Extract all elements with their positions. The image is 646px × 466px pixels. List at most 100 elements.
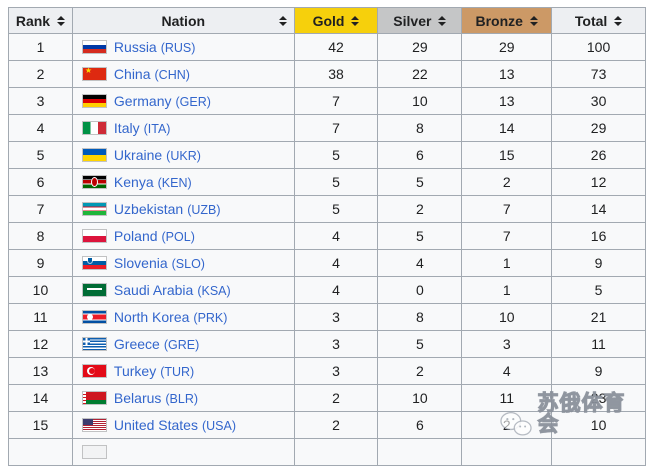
nation-link[interactable]: Turkey(TUR) [114,363,194,379]
gold-cell: 5 [294,169,378,196]
rank-cell: 8 [9,223,73,250]
gold-cell: 4 [294,277,378,304]
table-row: 9 Slovenia(SLO) 4 4 1 9 [9,250,646,277]
nation-header-label: Nation [162,13,206,29]
sort-icon [530,16,538,26]
sort-icon [351,16,359,26]
nation-cell: China(CHN) [72,61,294,88]
bronze-cell: 11 [462,385,552,412]
rank-cell: 5 [9,142,73,169]
nation-cell: Germany(GER) [72,88,294,115]
table-row: 10 Saudi Arabia(KSA) 4 0 1 5 [9,277,646,304]
table-row: 11 North Korea(PRK) 3 8 10 21 [9,304,646,331]
nation-link[interactable]: North Korea(PRK) [114,309,228,325]
medal-table-container: Rank Nation Gold Silver Bronze Total [8,7,646,466]
gold-cell [294,439,378,466]
nation-cell: Poland(POL) [72,223,294,250]
column-header-gold[interactable]: Gold [294,8,378,34]
total-cell: 9 [552,250,646,277]
silver-cell: 5 [378,169,462,196]
rank-cell: 12 [9,331,73,358]
silver-cell [378,439,462,466]
nation-cell: Slovenia(SLO) [72,250,294,277]
rank-cell: 15 [9,412,73,439]
nation-cell: Turkey(TUR) [72,358,294,385]
total-header-label: Total [575,13,607,29]
medal-table: Rank Nation Gold Silver Bronze Total [8,7,646,466]
flag-chn-icon [83,68,106,80]
column-header-nation[interactable]: Nation [72,8,294,34]
flag-slo-icon [83,257,106,269]
flag-ukr-icon [83,149,106,161]
rank-cell: 9 [9,250,73,277]
total-cell [552,439,646,466]
table-row: 14 Belarus(BLR) 2 10 11 23 [9,385,646,412]
column-header-total[interactable]: Total [552,8,646,34]
sort-icon [279,16,287,26]
flag-prk-icon [83,311,106,323]
gold-cell: 3 [294,304,378,331]
rank-cell: 14 [9,385,73,412]
table-row: 6 Kenya(KEN) 5 5 2 12 [9,169,646,196]
nation-link[interactable]: Poland(POL) [114,228,195,244]
bronze-cell: 13 [462,88,552,115]
gold-cell: 4 [294,250,378,277]
nation-link[interactable]: Russia(RUS) [114,39,196,55]
silver-cell: 5 [378,331,462,358]
bronze-cell: 7 [462,223,552,250]
flag-blr-icon [83,392,106,404]
sort-icon [614,16,622,26]
nation-link[interactable]: Belarus(BLR) [114,390,198,406]
bronze-cell: 14 [462,115,552,142]
bronze-cell: 4 [462,358,552,385]
gold-cell: 7 [294,115,378,142]
nation-cell: Saudi Arabia(KSA) [72,277,294,304]
gold-cell: 42 [294,34,378,61]
flag-partial-icon [83,446,106,458]
nation-cell: Italy(ITA) [72,115,294,142]
rank-cell: 7 [9,196,73,223]
table-row: 7 Uzbekistan(UZB) 5 2 7 14 [9,196,646,223]
sort-icon [57,16,65,26]
bronze-cell: 7 [462,196,552,223]
nation-cell: North Korea(PRK) [72,304,294,331]
bronze-cell: 29 [462,34,552,61]
silver-cell: 8 [378,115,462,142]
rank-cell: 1 [9,34,73,61]
silver-cell: 8 [378,304,462,331]
bronze-cell: 13 [462,61,552,88]
nation-link[interactable]: Uzbekistan(UZB) [114,201,221,217]
table-row: 15 United States(USA) 2 6 2 10 [9,412,646,439]
nation-link[interactable] [114,444,118,460]
nation-link[interactable]: China(CHN) [114,66,190,82]
flag-pol-icon [83,230,106,242]
flag-ksa-icon [83,284,106,296]
nation-link[interactable]: Saudi Arabia(KSA) [114,282,231,298]
flag-uzb-icon [83,203,106,215]
column-header-rank[interactable]: Rank [9,8,73,34]
total-cell: 5 [552,277,646,304]
total-cell: 9 [552,358,646,385]
table-row: 13 Turkey(TUR) 3 2 4 9 [9,358,646,385]
nation-link[interactable]: Kenya(KEN) [114,174,192,190]
column-header-bronze[interactable]: Bronze [462,8,552,34]
bronze-cell: 2 [462,169,552,196]
flag-gre-icon [83,338,106,350]
gold-cell: 7 [294,88,378,115]
rank-cell: 3 [9,88,73,115]
nation-link[interactable]: Greece(GRE) [114,336,199,352]
nation-link[interactable]: Germany(GER) [114,93,211,109]
bronze-cell: 10 [462,304,552,331]
column-header-silver[interactable]: Silver [378,8,462,34]
flag-ger-icon [83,95,106,107]
nation-link[interactable]: Slovenia(SLO) [114,255,205,271]
nation-link[interactable]: Ukraine(UKR) [114,147,201,163]
gold-header-label: Gold [313,13,345,29]
nation-link[interactable]: United States(USA) [114,417,236,433]
total-cell: 23 [552,385,646,412]
total-cell: 14 [552,196,646,223]
rank-cell: 11 [9,304,73,331]
table-row: 3 Germany(GER) 7 10 13 30 [9,88,646,115]
nation-link[interactable]: Italy(ITA) [114,120,171,136]
bronze-cell [462,439,552,466]
